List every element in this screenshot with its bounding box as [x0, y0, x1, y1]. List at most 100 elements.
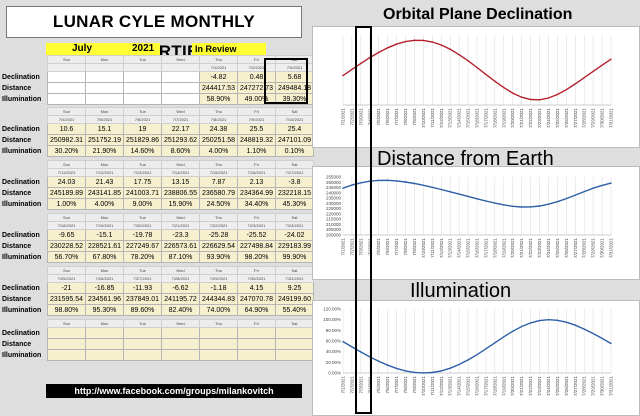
day-name-header: Fri — [237, 319, 276, 328]
row-label-declination: Declination — [2, 329, 40, 337]
date-cell: 7/12/2021 — [85, 168, 124, 177]
declination-cell — [199, 327, 238, 339]
day-name-header: Sat — [275, 213, 314, 222]
illumination-data-point — [529, 322, 532, 324]
x-tick-label: 7/2/2021 — [349, 108, 354, 126]
x-tick-label: 7/8/2021 — [403, 376, 408, 394]
declination-data-point — [386, 47, 389, 49]
row-label-distance: Distance — [2, 340, 32, 348]
distance-data-point — [395, 180, 398, 182]
declination-cell: -25.28 — [199, 229, 238, 241]
y-tick-label: 40.00% — [326, 349, 341, 354]
date-cell: 7/9/2021 — [237, 115, 276, 124]
illumination-data-point — [494, 342, 496, 344]
in-review-badge: In Review — [192, 43, 266, 55]
declination-cell: 24.03 — [47, 176, 86, 188]
date-cell: 7/27/2021 — [123, 274, 162, 283]
illumination-data-point — [556, 319, 559, 322]
y-tick-label: 245000 — [326, 185, 342, 190]
x-tick-label: 7/9/2021 — [412, 238, 417, 256]
y-tick-label: 220000 — [326, 211, 342, 216]
week-table: Sun Mon Tue Wed Thu Fri Sat 7/11/2021 7/12/2021 7… — [1, 160, 314, 210]
date-cell: 7/19/2021 — [85, 221, 124, 230]
declination-data-point — [556, 93, 559, 96]
x-tick-label: 7/1/2021 — [341, 376, 346, 394]
x-tick-label: 7/20/2021 — [510, 108, 515, 129]
x-tick-label: 7/22/2021 — [528, 108, 533, 129]
y-tick-label: 200000 — [326, 233, 342, 238]
illumination-data-point — [449, 367, 451, 369]
declination-data-point — [360, 62, 362, 65]
distance-data-point — [485, 200, 487, 202]
day-name-header: Tue — [123, 55, 162, 64]
illumination-data-point — [592, 332, 594, 335]
date-cell: 7/29/2021 — [199, 274, 238, 283]
illumination-cell: 82.40% — [161, 304, 200, 316]
declination-cell — [85, 327, 124, 339]
illumination-data-point — [404, 370, 407, 372]
x-tick-label: 7/25/2021 — [555, 376, 560, 397]
distance-data-point — [386, 179, 389, 182]
y-tick-label: 230000 — [326, 201, 342, 206]
distance-cell — [85, 338, 124, 350]
day-name-header: Mon — [85, 266, 124, 275]
row-label-distance: Distance — [2, 84, 32, 92]
x-tick-label: 7/11/2021 — [430, 238, 435, 258]
illumination-cell: 8.60% — [161, 145, 200, 157]
x-tick-label: 7/8/2021 — [403, 238, 408, 256]
distance-cell: 244344.83 — [199, 293, 238, 305]
x-tick-label: 7/17/2021 — [483, 238, 488, 259]
illumination-data-point — [360, 351, 362, 353]
illumination-cell: 21.90% — [85, 145, 124, 157]
illumination-cell — [85, 349, 124, 361]
declination-cell: -19.78 — [123, 229, 162, 241]
y-tick-label: 255000 — [326, 175, 342, 180]
x-tick-label: 7/9/2021 — [412, 376, 417, 394]
x-tick-label: 7/14/2021 — [457, 238, 462, 259]
x-tick-label: 7/12/2021 — [439, 238, 444, 259]
declination-data-point — [574, 83, 576, 85]
distance-cell — [85, 82, 124, 94]
declination-data-point — [520, 96, 523, 98]
declination-data-point — [342, 74, 344, 77]
x-tick-label: 7/20/2021 — [510, 376, 515, 397]
facebook-link[interactable]: http://www.facebook.com/groups/milankovi… — [46, 384, 302, 398]
illumination-cell: 98.20% — [237, 251, 276, 263]
x-tick-label: 7/19/2021 — [501, 376, 506, 397]
x-tick-label: 7/18/2021 — [492, 108, 497, 129]
x-tick-label: 7/20/2021 — [510, 238, 515, 259]
x-tick-label: 7/13/2021 — [448, 238, 453, 259]
day-name-header: Mon — [85, 160, 124, 169]
distance-cell: 227249.67 — [123, 240, 162, 252]
day-name-header: Wed — [161, 266, 200, 275]
declination-cell: 24.38 — [199, 123, 238, 135]
illumination-data-point — [610, 342, 612, 345]
declination-cell: -15.1 — [85, 229, 124, 241]
date-cell: 7/25/2021 — [47, 274, 86, 283]
page-title: LUNAR CYLE MONTHLY PROPERTIES — [6, 6, 302, 61]
illumination-data-point — [574, 324, 576, 326]
y-tick-label: 20.00% — [326, 360, 341, 365]
day-name-header: Mon — [85, 213, 124, 222]
declination-data-point — [565, 88, 568, 91]
row-label-distance: Distance — [2, 136, 32, 144]
day-name-header: Sun — [47, 319, 86, 328]
x-tick-label: 7/13/2021 — [448, 376, 453, 397]
date-cell: 7/18/2021 — [47, 221, 86, 230]
declination-data-point — [404, 40, 407, 43]
x-tick-label: 7/30/2021 — [600, 108, 605, 129]
x-tick-label: 7/6/2021 — [385, 376, 390, 394]
distance-data-point — [610, 182, 612, 184]
row-label-illumination: Illumination — [2, 253, 42, 261]
illumination-cell: 1.10% — [237, 145, 276, 157]
distance-data-point — [503, 204, 505, 206]
x-tick-label: 7/21/2021 — [519, 376, 524, 397]
day-name-header: Thu — [199, 55, 238, 64]
x-tick-label: 7/24/2021 — [546, 238, 551, 259]
x-tick-label: 7/31/2021 — [609, 108, 614, 129]
illumination-cell — [161, 93, 200, 105]
illumination-data-point — [422, 372, 425, 374]
illumination-cell — [123, 93, 162, 105]
illumination-data-point — [386, 364, 389, 366]
date-cell: 7/6/2021 — [123, 115, 162, 124]
